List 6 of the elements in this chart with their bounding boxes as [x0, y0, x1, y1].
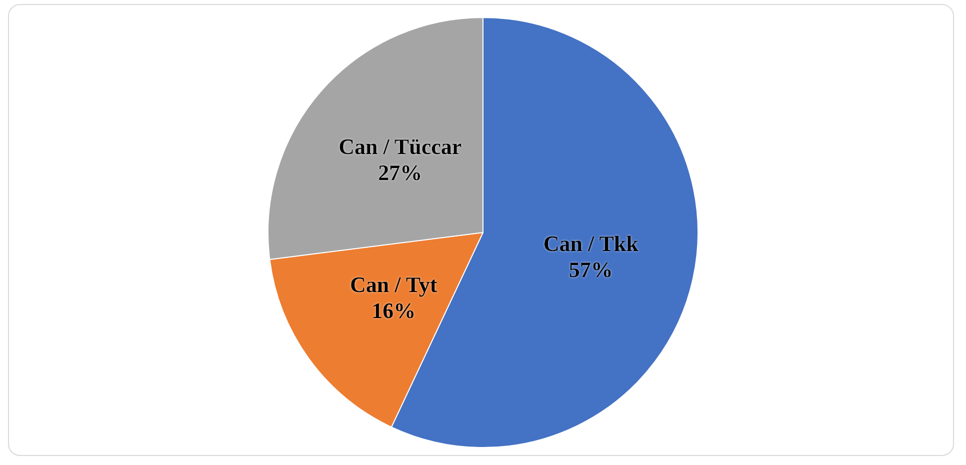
data-label: 27% [378, 160, 422, 185]
data-label: 57% [568, 257, 613, 282]
slice-label: Can / Tkk [543, 231, 640, 256]
slice-label: Can / Tyt [350, 272, 438, 297]
slice-label: Can / Tüccar [338, 134, 462, 159]
data-label: 16% [372, 298, 416, 323]
